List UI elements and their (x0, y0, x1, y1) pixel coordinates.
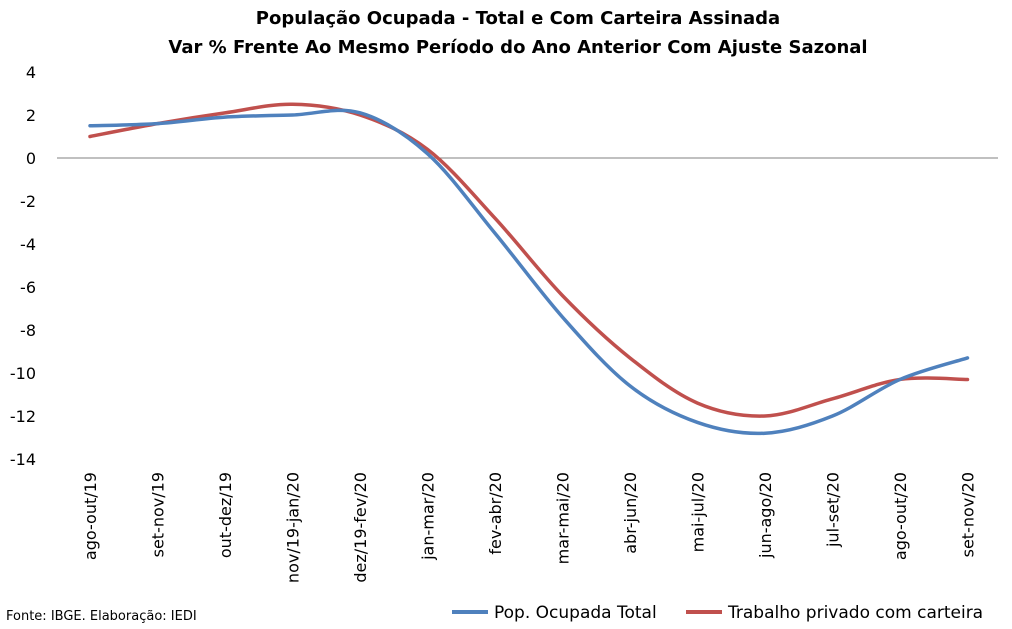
x-tick-label: jan-mar/20 (419, 472, 438, 561)
legend-label-trabalho-privado: Trabalho privado com carteira (727, 603, 983, 623)
legend: Pop. Ocupada Total Trabalho privado com … (452, 603, 983, 623)
series-line-pop-ocupada-total (88, 108, 970, 436)
x-tick-label: out-dez/19 (216, 472, 235, 558)
y-tick-label: -12 (10, 407, 36, 426)
x-tick-label: ago-out/19 (81, 472, 100, 560)
x-tick-label: jul-set/20 (824, 472, 843, 548)
y-tick-label: -14 (10, 450, 36, 469)
series-line-trabalho-privado-com-carteira (88, 102, 970, 418)
chart-title: População Ocupada - Total e Com Carteira… (256, 8, 780, 29)
y-tick-label: -4 (20, 235, 36, 254)
x-axis: ago-out/19 set-nov/19 out-dez/19 nov/19-jan… (57, 157, 998, 583)
y-tick-label: -6 (20, 278, 36, 297)
chart-subtitle: Var % Frente Ao Mesmo Período do Ano Ant… (168, 37, 867, 58)
y-tick-label: 0 (26, 149, 36, 168)
y-tick-label: -10 (10, 364, 36, 383)
x-tick-label: nov/19-jan/20 (284, 472, 303, 583)
y-axis: 4 2 0 -2 -4 -6 -8 -10 -12 -14 (10, 63, 36, 469)
x-tick-label: fev-abr/20 (486, 472, 505, 555)
x-tick-label: jun-ago/20 (756, 472, 775, 559)
y-tick-label: -8 (20, 321, 36, 340)
x-tick-label: mar-mai/20 (554, 472, 573, 564)
y-tick-label: -2 (20, 192, 36, 211)
plot-area (88, 102, 970, 436)
source-note: Fonte: IBGE. Elaboração: IEDI (6, 609, 197, 624)
x-tick-label: set-nov/20 (959, 472, 978, 557)
y-tick-label: 2 (26, 106, 36, 125)
x-tick-label: mai-jul/20 (689, 472, 708, 552)
legend-label-pop-ocupada-total: Pop. Ocupada Total (494, 603, 657, 623)
y-tick-label: 4 (26, 63, 36, 82)
x-tick-label: set-nov/19 (149, 472, 168, 557)
x-tick-label: dez/19-fev/20 (351, 472, 370, 583)
x-tick-label: ago-out/20 (891, 472, 910, 560)
x-tick-label: abr-jun/20 (621, 472, 640, 554)
